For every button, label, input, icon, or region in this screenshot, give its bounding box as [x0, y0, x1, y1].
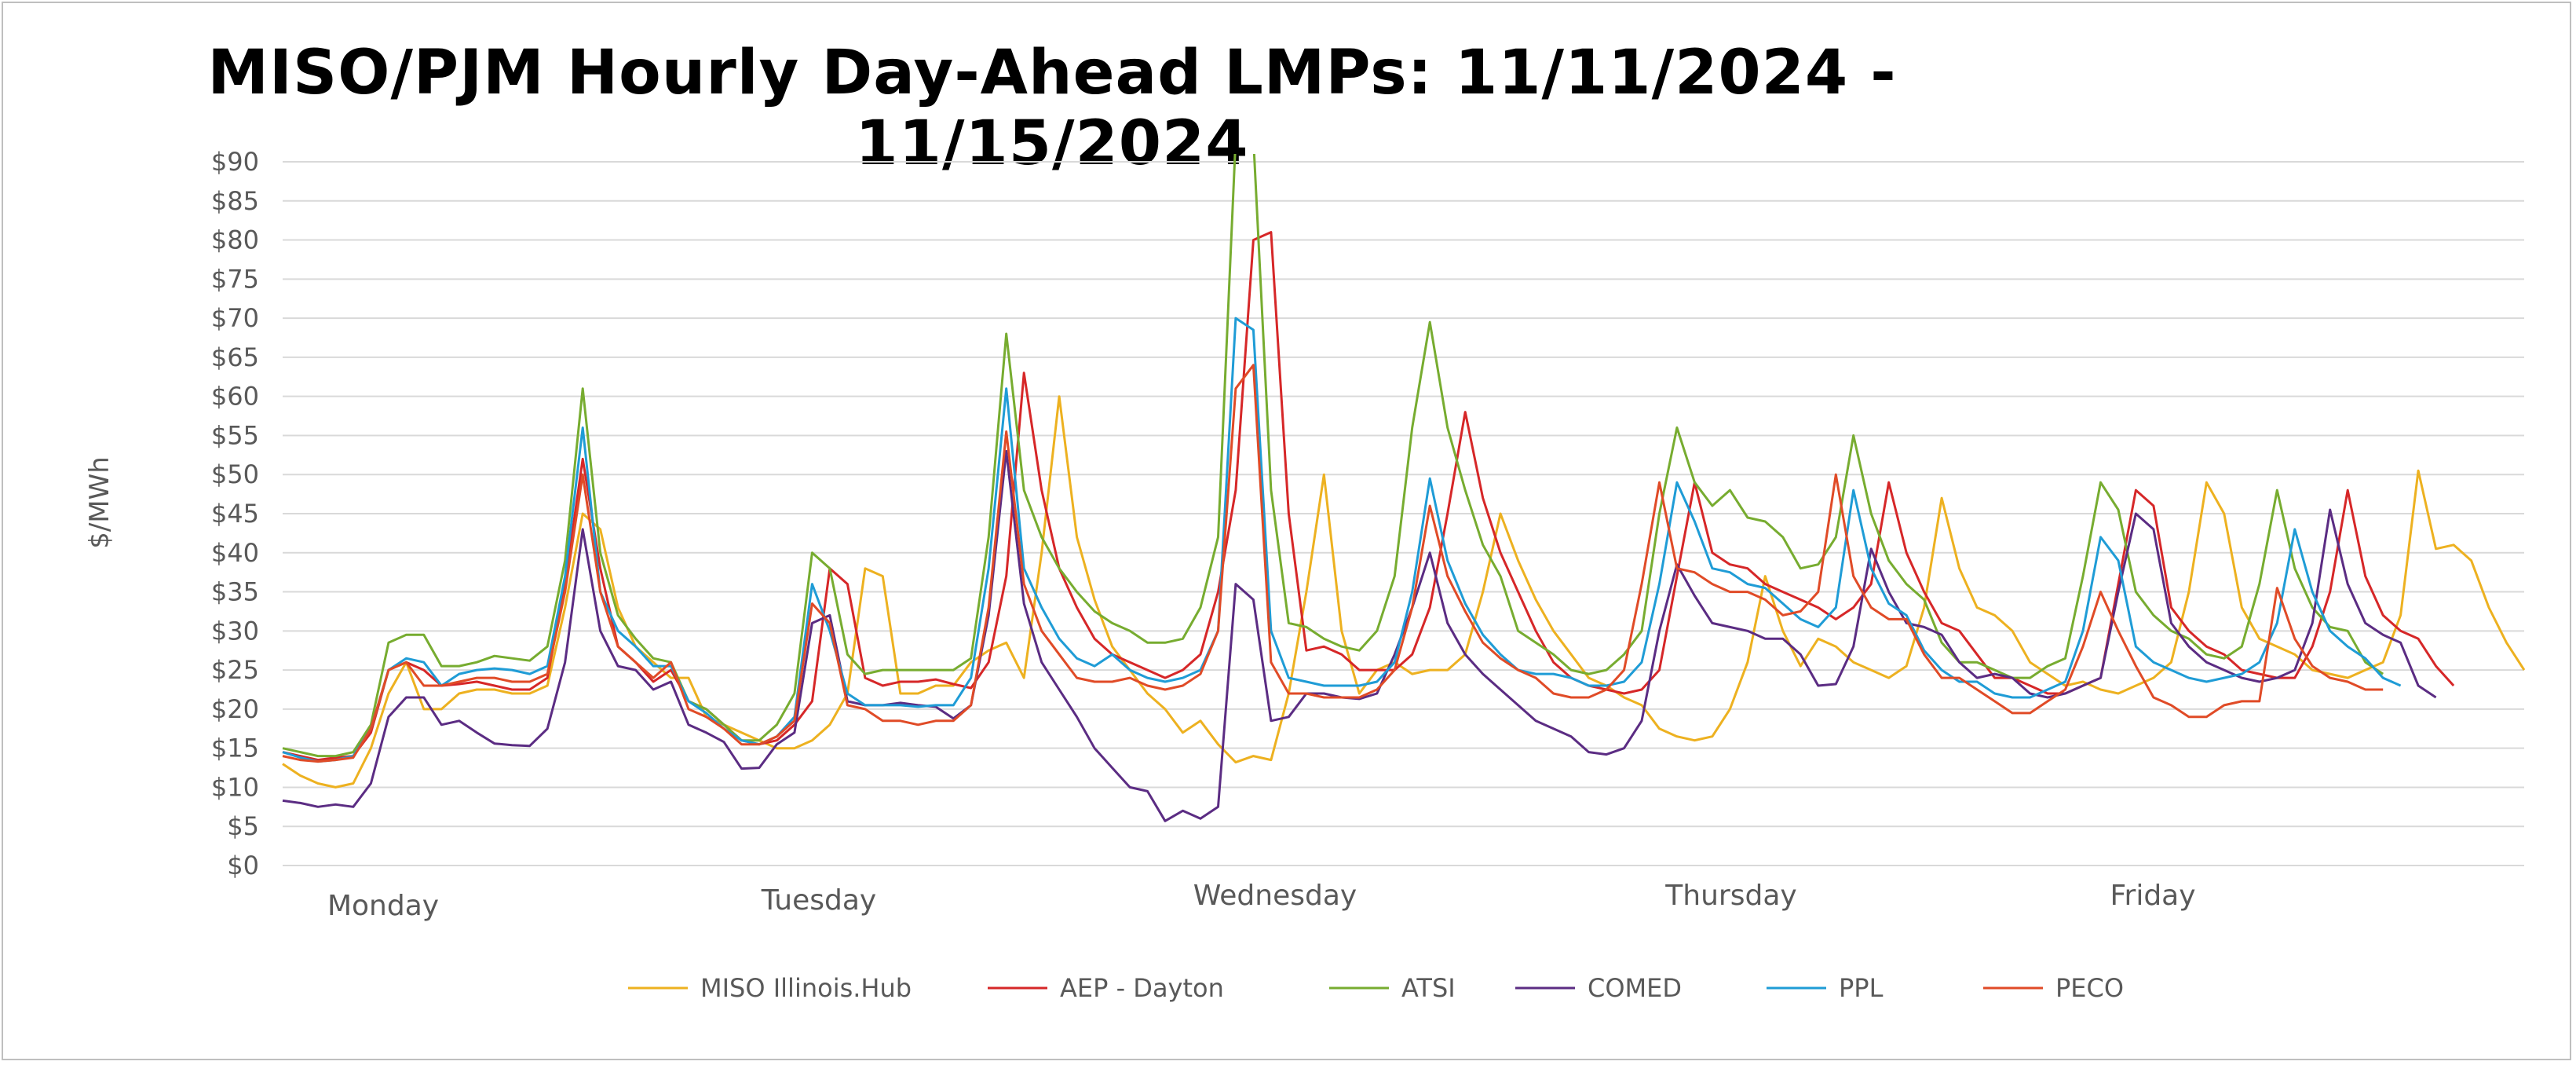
y-tick-label: $45 — [211, 499, 259, 529]
y-tick-label: $60 — [211, 382, 259, 412]
y-tick-label: $20 — [211, 694, 259, 724]
y-tick-label: $15 — [211, 734, 259, 763]
y-tick-label: $65 — [211, 342, 259, 372]
legend-item: ATSI — [1329, 973, 1456, 1003]
x-day-label: Monday — [327, 890, 439, 922]
y-tick-label: $80 — [211, 225, 259, 255]
y-tick-label: $90 — [211, 147, 259, 177]
legend-item: PPL — [1767, 973, 1884, 1003]
y-tick-label: $55 — [211, 420, 259, 450]
legend-item: PECO — [1983, 973, 2124, 1003]
legend-label: COMED — [1588, 973, 1682, 1003]
series-line-comed — [282, 449, 2437, 822]
series-line-ppl — [282, 317, 2402, 763]
legend-item: AEP - Dayton — [988, 973, 1224, 1003]
x-day-label: Thursday — [1664, 880, 1796, 912]
y-tick-label: $35 — [211, 577, 259, 607]
y-tick-label: $10 — [211, 772, 259, 802]
y-tick-label: $0 — [227, 851, 259, 880]
legend-label: ATSI — [1401, 973, 1456, 1003]
y-tick-label: $85 — [211, 186, 259, 216]
x-day-label: Friday — [2110, 880, 2195, 912]
series-line-atsi — [282, 154, 2384, 758]
y-tick-label: $30 — [211, 616, 259, 646]
legend-item: COMED — [1515, 973, 1682, 1003]
series-line-miso-illinois-hub — [282, 395, 2526, 789]
y-tick-label: $70 — [211, 303, 259, 333]
legend-label: PPL — [1839, 973, 1884, 1003]
y-axis-label: $/MWh — [84, 456, 115, 549]
legend-label: MISO Illinois.Hub — [700, 973, 912, 1003]
y-tick-label: $75 — [211, 264, 259, 294]
y-tick-label: $50 — [211, 459, 259, 489]
x-day-label: Wednesday — [1193, 880, 1357, 912]
legend-label: PECO — [2055, 973, 2124, 1003]
y-tick-label: $40 — [211, 538, 259, 568]
y-tick-label: $5 — [227, 811, 259, 841]
y-tick-label: $25 — [211, 655, 259, 685]
series-line-peco — [282, 364, 2384, 763]
chart-title: MISO/PJM Hourly Day-Ahead LMPs: 11/11/20… — [207, 38, 1897, 179]
x-day-label: Tuesday — [761, 884, 876, 917]
legend-item: MISO Illinois.Hub — [628, 973, 912, 1003]
legend-label: AEP - Dayton — [1060, 973, 1224, 1003]
